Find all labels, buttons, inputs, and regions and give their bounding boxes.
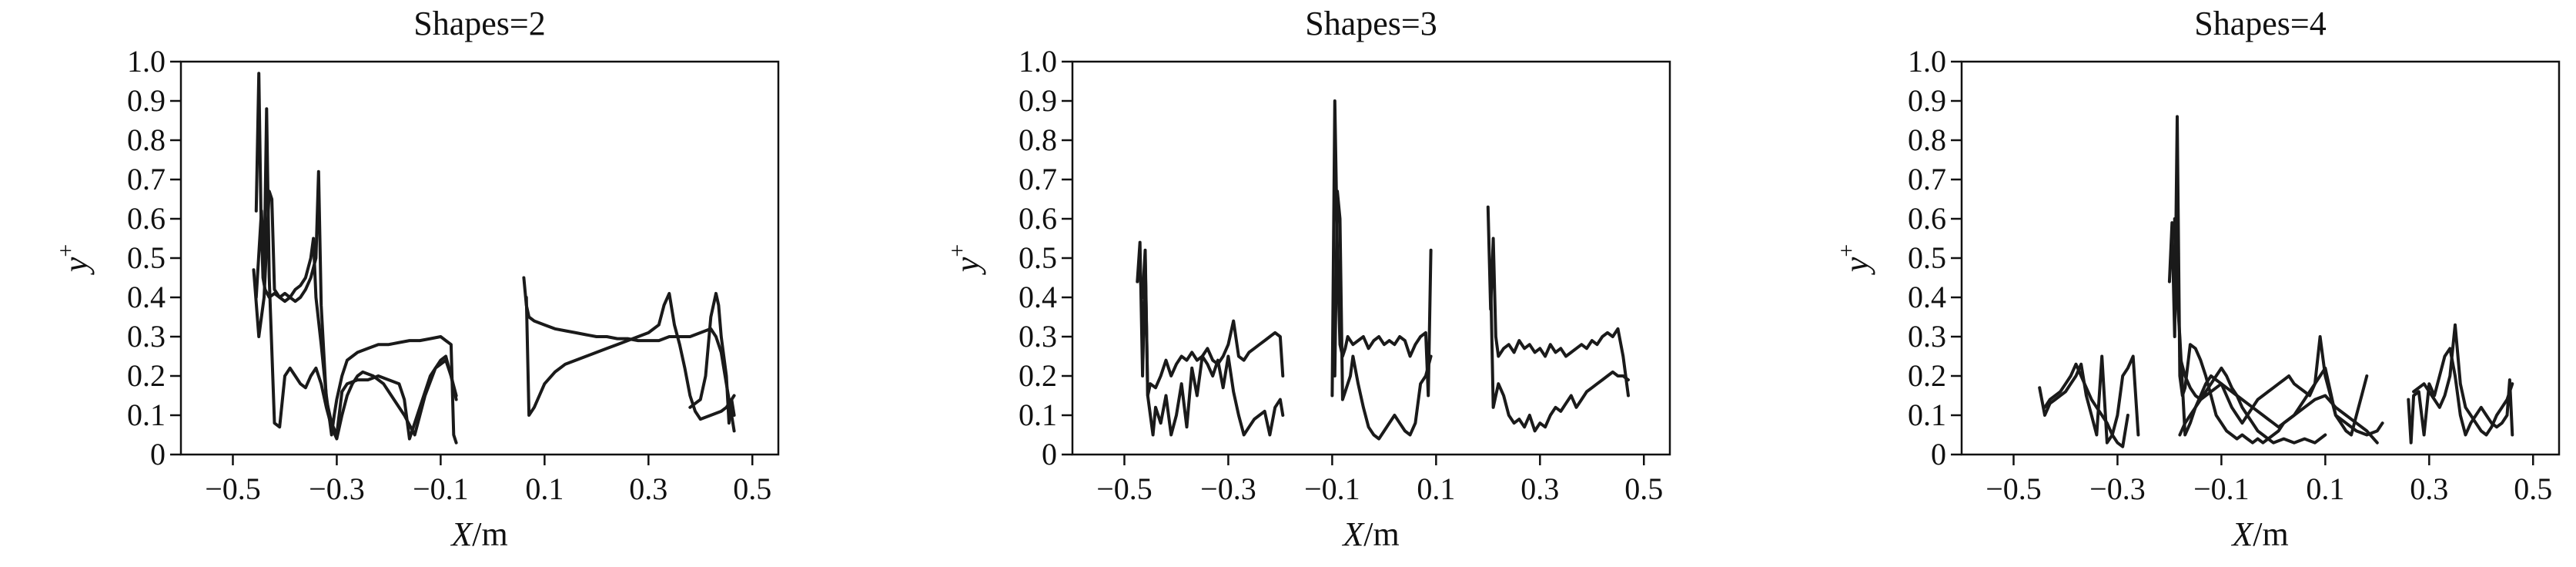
x-tick-label: −0.5 <box>1986 471 2042 506</box>
x-axis-label-main: X <box>2230 515 2254 553</box>
y-axis-label-sup: + <box>53 244 79 257</box>
x-tick-label: −0.1 <box>1304 471 1360 506</box>
x-axis-label: X/m <box>1341 515 1399 553</box>
y-tick-label: 0.4 <box>127 280 166 314</box>
y-tick-label: 0.3 <box>127 319 166 354</box>
x-tick-label: 0.3 <box>1521 471 1559 506</box>
x-tick-label: −0.3 <box>2089 471 2146 506</box>
x-tick-label: 0.1 <box>2306 471 2344 506</box>
subplot-shapes-3: Shapes=3 −0.5 −0.3 −0.1 0.1 0.3 0.5 0 0.1 0.2 0.3 0… <box>945 5 1671 553</box>
series-line-8 <box>2412 323 2514 437</box>
x-axis-label: X/m <box>450 515 507 553</box>
y-tick-label: 0.5 <box>127 240 166 275</box>
x-tick-label: 0.3 <box>2410 471 2448 506</box>
y-tick-label: 0.6 <box>1908 201 1946 236</box>
x-tick-label: 0.5 <box>2514 471 2552 506</box>
series-line-7 <box>2407 347 2514 445</box>
chart-title: Shapes=4 <box>2194 5 2326 42</box>
y-tick-label: 0.7 <box>1908 162 1946 196</box>
y-tick-label: 0.7 <box>127 162 166 196</box>
y-tick-label: 0.8 <box>1019 122 1057 157</box>
x-tick-label: −0.3 <box>1200 471 1256 506</box>
x-axis-label-main: X <box>1341 515 1365 553</box>
series-line-6 <box>688 291 736 425</box>
series-line-6 <box>1489 276 1630 433</box>
x-tick-label: −0.1 <box>413 471 469 506</box>
y-tick-label: 0.4 <box>1019 280 1057 314</box>
y-tick-label: 0.7 <box>1019 162 1057 196</box>
x-tick-label: 0.5 <box>1624 471 1663 506</box>
x-tick-label: −0.5 <box>205 471 261 506</box>
y-tick-label: 0 <box>1042 437 1057 471</box>
plot-frame <box>1071 60 1671 456</box>
series-line-3 <box>1330 99 1433 398</box>
series-line-5 <box>1486 205 1630 398</box>
subplot-shapes-4: Shapes=4 −0.5 −0.3 −0.1 0.1 0.3 0.5 0 0.1 0.2 0.3 0… <box>1834 5 2561 553</box>
series-line-2 <box>1138 248 1285 437</box>
y-tick-label: 0.2 <box>1019 358 1057 393</box>
x-tick-label: −0.1 <box>2193 471 2250 506</box>
series-line-4 <box>1333 190 1433 441</box>
chart-title: Shapes=3 <box>1305 5 1437 42</box>
x-axis-label-main: X <box>450 515 473 553</box>
x-axis-label: X/m <box>2230 515 2288 553</box>
y-axis-label: y+ <box>945 244 986 275</box>
y-tick-label: 0.9 <box>1019 83 1057 118</box>
y-tick-label: 0.6 <box>127 201 166 236</box>
subplot-shapes-2: Shapes=2 −0.5 −0.3 −0.1 0.1 0.3 0.5 0 0.1 0.2 0.3 0… <box>53 5 780 553</box>
y-tick-label: 0.1 <box>1019 398 1057 432</box>
x-axis-label-unit: /m <box>1363 515 1399 553</box>
x-axis-label-unit: /m <box>2253 515 2288 553</box>
y-tick-label: 0.6 <box>1019 201 1057 236</box>
y-tick-label: 0.4 <box>1908 280 1946 314</box>
y-tick-label: 1.0 <box>1019 44 1057 79</box>
y-tick-label: 0.3 <box>1019 319 1057 354</box>
y-tick-label: 0.1 <box>1908 398 1946 432</box>
y-axis-label-sup: + <box>945 244 970 257</box>
y-tick-label: 0.3 <box>1908 319 1946 354</box>
x-tick-label: 0.1 <box>1417 471 1455 506</box>
y-tick-label: 0.5 <box>1908 240 1946 275</box>
y-tick-label: 0.2 <box>127 358 166 393</box>
chart-title: Shapes=2 <box>413 5 545 42</box>
y-tick-label: 0 <box>150 437 166 471</box>
series-line-2 <box>2043 362 2129 448</box>
y-tick-label: 1.0 <box>127 44 166 79</box>
y-tick-label: 0.1 <box>127 398 166 432</box>
y-tick-label: 0.9 <box>1908 83 1946 118</box>
y-tick-label: 0 <box>1931 437 1946 471</box>
y-axis-label-main: y <box>1838 257 1875 275</box>
y-axis-label-main: y <box>57 257 95 275</box>
x-tick-label: −0.3 <box>309 471 365 506</box>
y-tick-label: 0.8 <box>127 122 166 157</box>
x-tick-label: 0.3 <box>629 471 667 506</box>
series-line-3 <box>254 107 458 441</box>
y-tick-label: 0.2 <box>1908 358 1946 393</box>
plot-frame <box>1960 60 2561 456</box>
x-tick-label: 0.5 <box>733 471 771 506</box>
y-tick-label: 0.8 <box>1908 122 1946 157</box>
y-axis-label: y+ <box>53 244 95 275</box>
x-tick-label: 0.1 <box>525 471 564 506</box>
series-line-5 <box>2178 354 2384 437</box>
y-axis-label-sup: + <box>1834 244 1859 257</box>
y-tick-label: 1.0 <box>1908 44 1946 79</box>
series-line-1 <box>2038 354 2140 445</box>
series-line-4 <box>522 276 736 433</box>
x-axis-label-unit: /m <box>472 515 507 553</box>
y-tick-label: 0.9 <box>127 83 166 118</box>
x-tick-label: −0.5 <box>1096 471 1153 506</box>
series-line-5 <box>524 291 736 421</box>
series-line-4 <box>2173 217 2369 437</box>
y-axis-label-main: y <box>948 257 986 275</box>
series-line-6 <box>2178 366 2379 445</box>
y-tick-label: 0.5 <box>1019 240 1057 275</box>
series-line-1 <box>1136 240 1285 398</box>
y-axis-label: y+ <box>1834 244 1875 275</box>
